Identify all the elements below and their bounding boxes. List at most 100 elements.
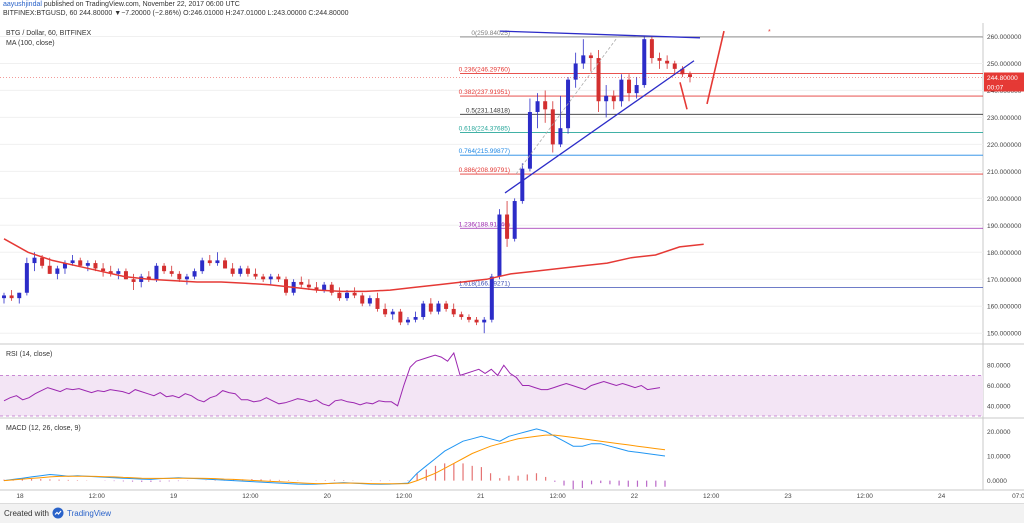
fib-anchor-diagonal [515,36,619,175]
candle-body [85,263,90,266]
price-tick-label: 250.000000 [987,61,1022,68]
price-tick-label: 170.000000 [987,277,1022,284]
price-tick-label: 220.000000 [987,142,1022,149]
candle-body [543,101,548,110]
candle-body [474,319,479,323]
candle-body [123,271,128,280]
price-tick-label: 180.000000 [987,250,1022,257]
fib-level-label: 0(259.84025) [471,30,510,37]
rsi-tick-label: 40.0000 [987,403,1011,410]
candle-body [314,287,319,291]
candle-body [32,257,37,264]
candle-body [390,311,395,315]
fib-level-label: 0.5(231.14818) [466,107,510,114]
candle-body [535,101,540,113]
countdown-tag [984,82,1024,92]
candle-body [360,295,365,304]
candle-body [108,271,113,274]
lower-trendline [504,60,695,194]
macd-tick-label: 20.0000 [987,429,1011,436]
candle-body [245,268,250,274]
candle-body [489,276,494,320]
trading-chart[interactable]: BTG / Dollar, 60, BITFINEX MA (100, clos… [0,0,1024,503]
candle-body [505,214,510,239]
candle-body [680,68,685,75]
candle-body [581,55,586,64]
candle-body [322,284,327,291]
ma-indicator-label: MA (100, close) [6,40,55,47]
candle-body [78,260,83,266]
tradingview-logo-icon[interactable] [52,507,64,519]
candle-body [238,268,243,274]
candle-body [573,63,578,80]
candle-body [139,276,144,282]
candle-body [154,265,159,280]
candle-body [62,263,67,269]
macd-tick-label: 10.0000 [987,454,1011,461]
upper-trendline [499,30,701,39]
candle-body [436,303,441,312]
price-tick-label: 150.000000 [987,331,1022,338]
candle-body [131,279,136,282]
time-tick-label: 12:00 [89,493,106,500]
fib-level-label: 0.618(224.37685) [459,126,510,133]
created-with-text: Created with [4,509,49,518]
candle-body [558,128,563,145]
candle-body [184,276,189,280]
candle-body [9,295,14,299]
candle-body [162,265,167,272]
candle-body [70,260,75,264]
candle-body [146,276,151,280]
candle-body [611,95,616,102]
time-tick-label: 19 [170,493,178,500]
candle-body [200,260,205,272]
candle-body [306,284,311,288]
price-tick-label: 260.000000 [987,34,1022,41]
time-tick-label: 12:00 [857,493,874,500]
candle-body [405,319,410,323]
rsi-tick-label: 60.0000 [987,383,1011,390]
candle-body [55,268,60,274]
candle-body [451,308,456,315]
time-tick-label: 12:00 [396,493,413,500]
price-tick-label: 160.000000 [987,304,1022,311]
fib-level-label: 0.382(237.91951) [459,89,510,96]
price-tick-label: 230.000000 [987,115,1022,122]
candle-body [512,201,517,239]
candle-body [276,276,281,280]
candle-body [642,39,647,86]
tradingview-link[interactable]: TradingView [67,509,112,518]
candle-body [627,79,632,94]
rsi-band [0,375,983,416]
candle-body [268,276,273,280]
fib-level-label: 1.618(166.99271) [459,280,510,287]
candle-body [497,214,502,277]
published-text: published on TradingView.com, November 2… [43,1,240,8]
candle-body [93,263,98,269]
candle-body [657,58,662,61]
footer-bar: Created with TradingView [0,503,1024,523]
time-tick-label: 12:00 [703,493,720,500]
macd-indicator-label: MACD (12, 26, close, 9) [6,425,81,432]
candle-body [207,260,212,264]
candle-body [421,303,426,318]
last-price-tag [984,72,1024,83]
candle-body [588,55,593,59]
time-tick-label: 18 [16,493,24,500]
candle-body [116,271,121,274]
candle-body [299,281,304,285]
candle-body [634,85,639,94]
rsi-indicator-label: RSI (14, close) [6,351,52,358]
rsi-line [3,351,661,407]
candle-body [527,112,532,169]
candle-body [329,284,334,293]
candle-body [215,260,220,264]
symbol-ohlc-line: BITFINEX:BTGUSD, 60 244.80000 ▼−7.20000 … [3,10,349,17]
candle-body [230,268,235,274]
candle-body [192,271,197,277]
candle-body [40,257,45,266]
candle-body [169,271,174,274]
author-name[interactable]: aayushjindal [3,1,42,8]
ma-100-line [3,238,704,293]
candle-body [177,273,182,280]
